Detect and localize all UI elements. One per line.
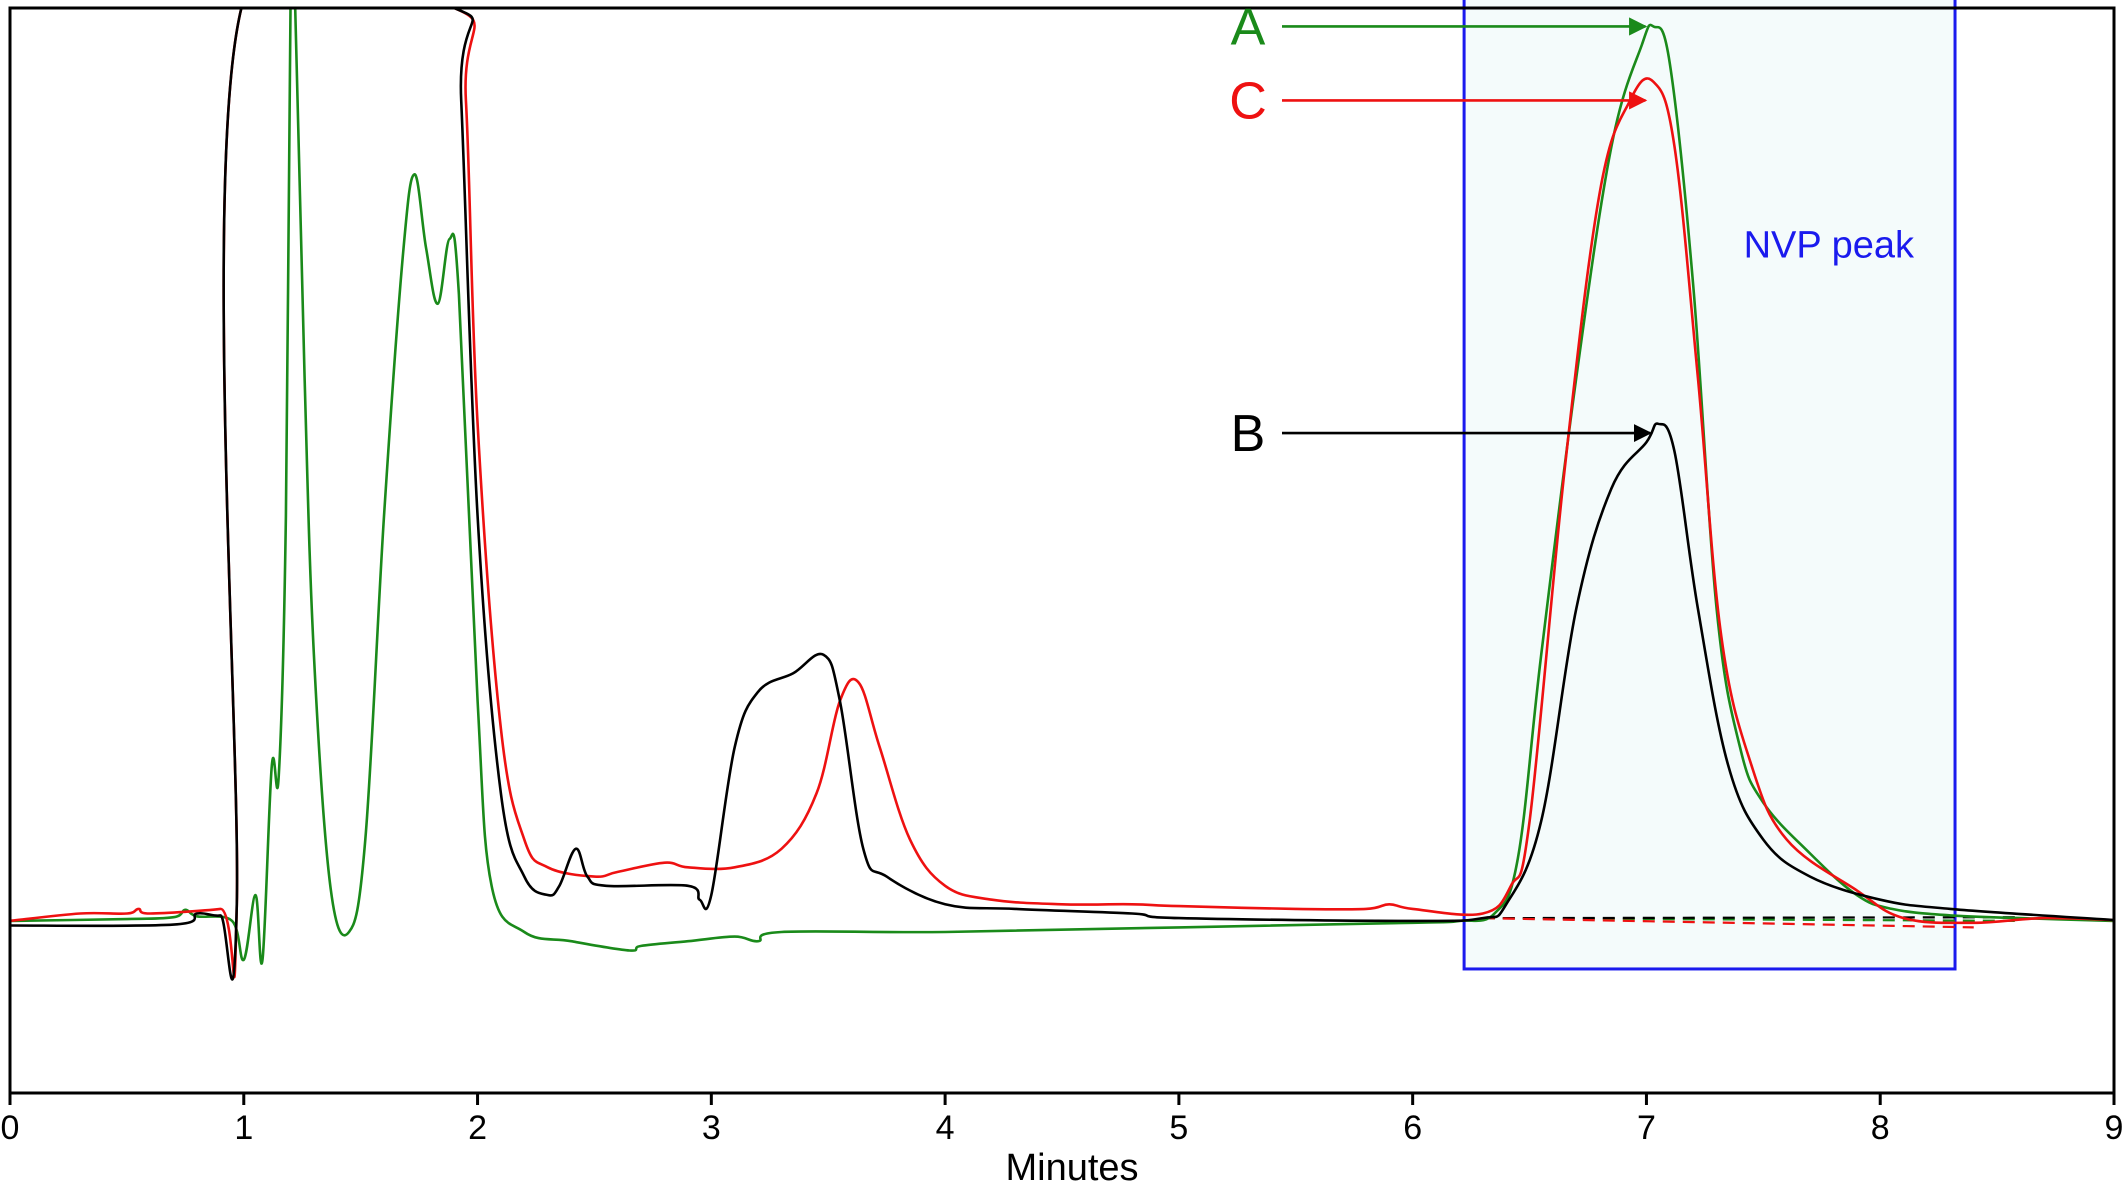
x-tick-label-6: 6 xyxy=(1403,1109,1422,1147)
baseline-1 xyxy=(1482,916,2021,920)
x-tick-label-9: 9 xyxy=(2105,1109,2124,1147)
x-tick-label-1: 1 xyxy=(234,1109,253,1147)
series-line-a xyxy=(10,8,2114,965)
plot-frame xyxy=(8,6,2116,1095)
x-tick-label-7: 7 xyxy=(1637,1109,1656,1147)
x-tick-label-8: 8 xyxy=(1871,1109,1890,1147)
baselines-layer xyxy=(1482,916,2021,929)
x-tick-label-2: 2 xyxy=(468,1109,487,1147)
x-axis-label: Minutes xyxy=(1005,1147,1138,1188)
series-line-c xyxy=(10,8,2114,979)
series-label-b: B xyxy=(1231,405,1266,463)
baseline-2 xyxy=(1482,917,1974,929)
annotations-layer: AC B xyxy=(1229,0,1652,463)
x-tick-label-5: 5 xyxy=(1169,1109,1188,1147)
x-tick-label-4: 4 xyxy=(936,1109,955,1147)
x-tick-label-0: 0 xyxy=(1,1109,20,1147)
x-tick-label-3: 3 xyxy=(702,1109,721,1147)
series-label-a: A xyxy=(1231,0,1266,56)
series-layer xyxy=(10,8,2114,981)
series-label-c: C xyxy=(1229,72,1267,130)
nvp-peak-label: NVP peak xyxy=(1744,224,1915,266)
x-axis-ticks: 0 1 2 3 4 5 6 7 8 9 xyxy=(1,1093,2124,1147)
series-line-b xyxy=(10,8,2114,981)
nvp-peak-region xyxy=(1462,0,1957,971)
